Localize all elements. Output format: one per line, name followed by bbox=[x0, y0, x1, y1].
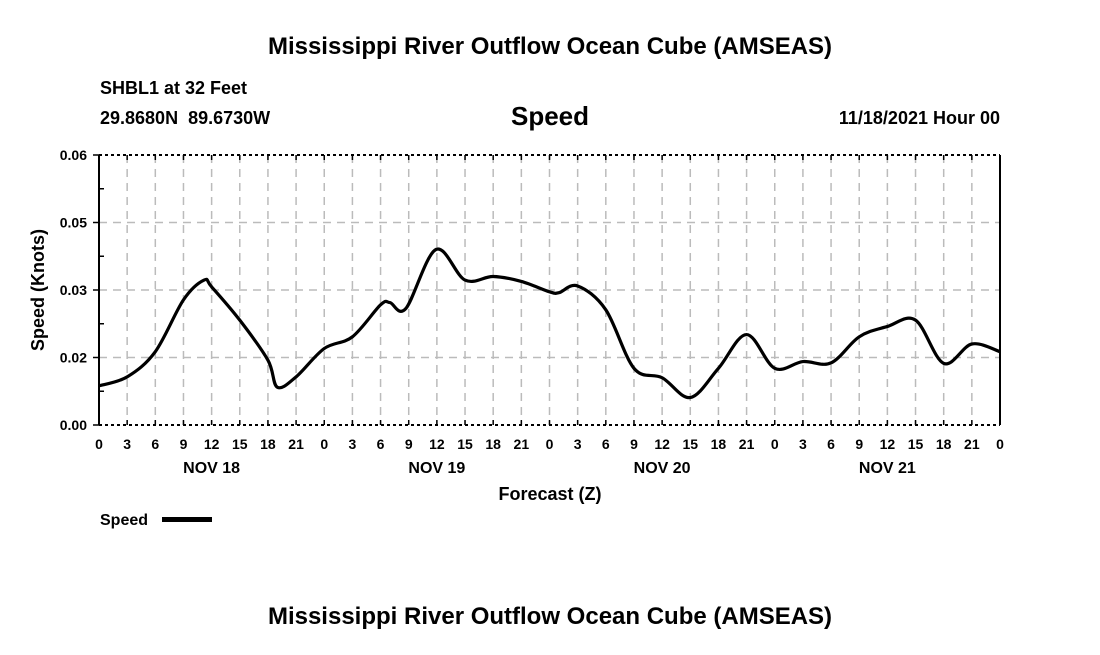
date-labels: NOV 18 NOV 19 NOV 20 NOV 21 bbox=[183, 460, 916, 477]
legend-swatch bbox=[162, 517, 212, 522]
x-tick-label: 12 bbox=[654, 436, 670, 452]
x-tick-label: 6 bbox=[151, 436, 159, 452]
chart-title: Mississippi River Outflow Ocean Cube (AM… bbox=[268, 33, 832, 60]
date-label: NOV 18 bbox=[183, 460, 240, 477]
x-tick-label: 3 bbox=[349, 436, 357, 452]
legend-label: Speed bbox=[100, 512, 148, 529]
y-tick-label: 0.03 bbox=[60, 282, 87, 298]
y-axis-label: Speed (Knots) bbox=[28, 229, 48, 351]
datetime-label: 11/18/2021 Hour 00 bbox=[839, 108, 1000, 128]
x-tick-label: 0 bbox=[95, 436, 103, 452]
y-tick-label: 0.00 bbox=[60, 417, 87, 433]
grid bbox=[99, 155, 1000, 425]
x-tick-label: 21 bbox=[288, 436, 304, 452]
x-tick-label: 6 bbox=[602, 436, 610, 452]
x-tick-label: 18 bbox=[711, 436, 727, 452]
x-tick-label: 0 bbox=[996, 436, 1004, 452]
station-label: SHBL1 at 32 Feet bbox=[100, 78, 247, 98]
x-tick-label: 18 bbox=[485, 436, 501, 452]
x-tick-label: 6 bbox=[377, 436, 385, 452]
x-tick-label: 6 bbox=[827, 436, 835, 452]
x-tick-label: 18 bbox=[936, 436, 952, 452]
x-tick-label: 12 bbox=[429, 436, 445, 452]
x-tick-label: 9 bbox=[855, 436, 863, 452]
x-tick-label: 21 bbox=[964, 436, 980, 452]
x-tick-label: 3 bbox=[799, 436, 807, 452]
x-tick-label: 21 bbox=[514, 436, 530, 452]
x-tick-label: 0 bbox=[546, 436, 554, 452]
footer-title: Mississippi River Outflow Ocean Cube (AM… bbox=[268, 603, 832, 630]
x-tick-labels: 0 3 6 9 12 15 18 21 0 3 6 9 12 15 18 21 0 3 6 9 12 15 18 21 0 3 6 9… bbox=[95, 436, 1004, 452]
y-tick-label: 0.06 bbox=[60, 147, 87, 163]
x-tick-label: 3 bbox=[123, 436, 131, 452]
x-axis-label: Forecast (Z) bbox=[498, 484, 601, 504]
x-tick-label: 3 bbox=[574, 436, 582, 452]
x-tick-label: 0 bbox=[320, 436, 328, 452]
date-label: NOV 20 bbox=[634, 460, 691, 477]
x-tick-label: 12 bbox=[204, 436, 220, 452]
x-tick-label: 15 bbox=[682, 436, 698, 452]
x-tick-label: 15 bbox=[908, 436, 924, 452]
y-tick-label: 0.02 bbox=[60, 350, 87, 366]
x-tick-label: 15 bbox=[232, 436, 248, 452]
x-tick-label: 9 bbox=[180, 436, 188, 452]
y-tick-labels: 0.00 0.02 0.03 0.05 0.06 bbox=[60, 147, 87, 433]
x-tick-label: 21 bbox=[739, 436, 755, 452]
x-tick-label: 15 bbox=[457, 436, 473, 452]
date-label: NOV 21 bbox=[859, 460, 916, 477]
chart-subtitle: Speed bbox=[511, 101, 589, 131]
speed-series-line bbox=[98, 247, 1001, 400]
x-tick-label: 18 bbox=[260, 436, 276, 452]
x-tick-label: 9 bbox=[630, 436, 638, 452]
x-tick-label: 12 bbox=[880, 436, 896, 452]
x-tick-label: 9 bbox=[405, 436, 413, 452]
legend: Speed bbox=[100, 512, 212, 529]
axes bbox=[93, 154, 1001, 426]
location-label: 29.8680N 89.6730W bbox=[100, 108, 270, 128]
y-tick-label: 0.05 bbox=[60, 215, 87, 231]
x-tick-label: 0 bbox=[771, 436, 779, 452]
date-label: NOV 19 bbox=[408, 460, 465, 477]
